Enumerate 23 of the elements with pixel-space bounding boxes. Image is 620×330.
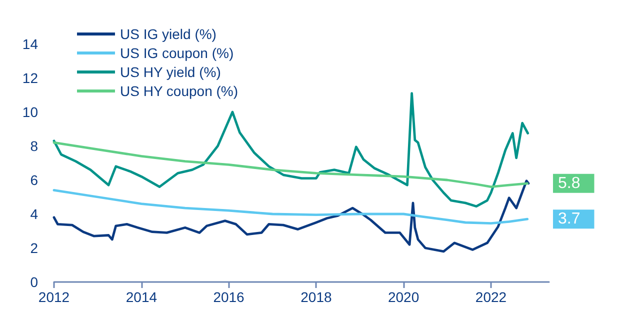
y-tick-label: 8 (30, 138, 38, 154)
legend-label: US IG coupon (%) (120, 45, 234, 61)
legend-label: US IG yield (%) (120, 26, 216, 42)
y-tick-label: 14 (22, 36, 38, 52)
line-series (52, 189, 529, 225)
y-tick-label: 6 (30, 172, 38, 188)
annotation: 5.8 (558, 174, 580, 192)
x-tick-label: 2016 (213, 289, 245, 305)
y-tick-label: 0 (30, 274, 38, 290)
legend-label: US HY yield (%) (120, 64, 221, 80)
x-tick-label: 2022 (475, 289, 507, 305)
line-series (52, 180, 530, 253)
x-tick-label: 2020 (388, 289, 420, 305)
line-series (52, 141, 529, 188)
annotation: 3.7 (558, 210, 580, 228)
legend-label: US HY coupon (%) (120, 83, 238, 99)
y-tick-label: 12 (22, 70, 38, 86)
x-tick-label: 2014 (126, 289, 158, 305)
x-tick-label: 2018 (300, 289, 332, 305)
y-tick-label: 10 (22, 104, 38, 120)
y-tick-label: 2 (30, 240, 38, 256)
x-tick-label: 2012 (38, 289, 70, 305)
y-tick-label: 4 (30, 206, 38, 222)
